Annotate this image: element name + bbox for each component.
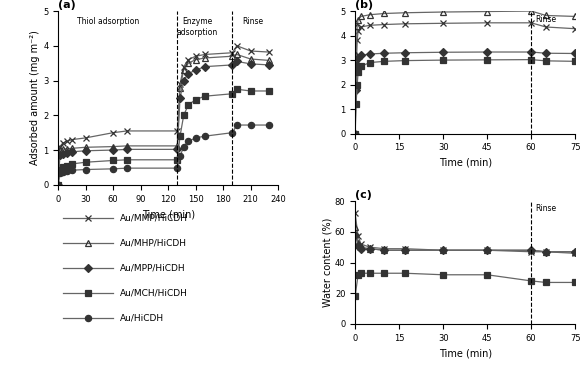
Text: Rinse: Rinse — [536, 204, 557, 213]
X-axis label: Time (min): Time (min) — [439, 348, 492, 358]
Text: Enzyme
adsorption: Enzyme adsorption — [177, 17, 218, 37]
Text: (a): (a) — [58, 0, 76, 10]
Text: Thiol adsorption: Thiol adsorption — [77, 17, 139, 26]
Text: Au/MHP/HiCDH: Au/MHP/HiCDH — [120, 239, 187, 248]
Text: Au/MMP/HiCDH: Au/MMP/HiCDH — [120, 214, 188, 223]
Text: Au/MPP/HiCDH: Au/MPP/HiCDH — [120, 263, 185, 272]
X-axis label: Time (min): Time (min) — [439, 158, 492, 168]
Text: (b): (b) — [355, 0, 373, 10]
Text: Rinse: Rinse — [242, 17, 263, 26]
Text: Rinse: Rinse — [536, 15, 557, 24]
Y-axis label: Water content (%): Water content (%) — [322, 218, 332, 307]
Y-axis label: Adsorbed amount (mg m⁻²): Adsorbed amount (mg m⁻²) — [30, 31, 40, 165]
Text: (c): (c) — [355, 190, 372, 201]
Text: Au/HiCDH: Au/HiCDH — [120, 313, 164, 322]
Text: Au/MCH/HiCDH: Au/MCH/HiCDH — [120, 288, 188, 297]
X-axis label: Time (min): Time (min) — [142, 209, 195, 219]
